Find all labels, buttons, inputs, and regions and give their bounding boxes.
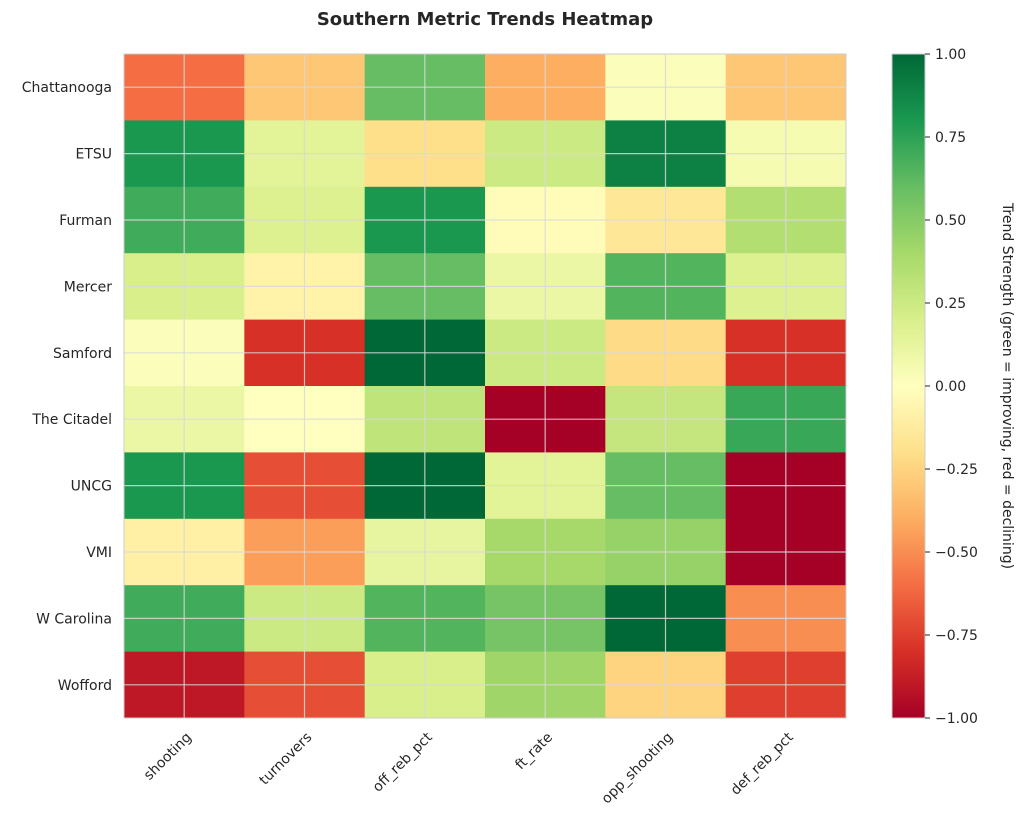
plot-border bbox=[123, 53, 847, 719]
row-label: Furman bbox=[59, 213, 112, 229]
row-label: Chattanooga bbox=[22, 80, 112, 96]
grid-lines bbox=[124, 54, 846, 718]
column-label: ft_rate bbox=[512, 730, 556, 774]
colorbar-tick-label: −1.00 bbox=[935, 711, 978, 727]
row-label: W Carolina bbox=[36, 611, 112, 627]
colorbar-tick-label: −0.50 bbox=[935, 545, 978, 561]
row-label: The Citadel bbox=[31, 412, 112, 428]
row-label: Samford bbox=[53, 346, 112, 362]
column-label: turnovers bbox=[256, 730, 315, 789]
column-labels: shooting turnovers off_reb_pct ft_rate opp_s… bbox=[141, 729, 797, 807]
colorbar-tick-label: 0.25 bbox=[935, 296, 966, 312]
row-label: ETSU bbox=[75, 147, 112, 163]
colorbar-tick-label: 0.00 bbox=[935, 379, 966, 395]
colorbar-label: Trend Strength (green = improving, red =… bbox=[999, 202, 1015, 569]
chart-title: Southern Metric Trends Heatmap bbox=[317, 9, 653, 30]
colorbar-tick-label: −0.25 bbox=[935, 462, 978, 478]
row-label: Wofford bbox=[58, 678, 112, 694]
row-label: Mercer bbox=[64, 279, 112, 295]
colorbar: 1.00 0.75 0.50 0.25 0.00 −0.25 −0.50 −0.75 −1.00… bbox=[891, 47, 1015, 727]
column-label: off_reb_pct bbox=[370, 729, 436, 795]
colorbar-gradient bbox=[891, 53, 926, 719]
colorbar-tick-label: 0.75 bbox=[935, 130, 966, 146]
colorbar-tick-label: −0.75 bbox=[935, 628, 978, 644]
colorbar-tick-label: 1.00 bbox=[935, 47, 966, 63]
column-label: opp_shooting bbox=[599, 730, 677, 808]
plot-frame bbox=[123, 53, 847, 719]
row-labels: Chattanooga ETSU Furman Mercer Samford The Ci… bbox=[22, 80, 112, 694]
colorbar-tick-label: 0.50 bbox=[935, 213, 966, 229]
row-label: UNCG bbox=[71, 479, 112, 495]
column-label: def_reb_pct bbox=[728, 729, 797, 798]
column-label: shooting bbox=[141, 730, 195, 784]
row-label: VMI bbox=[86, 545, 112, 561]
